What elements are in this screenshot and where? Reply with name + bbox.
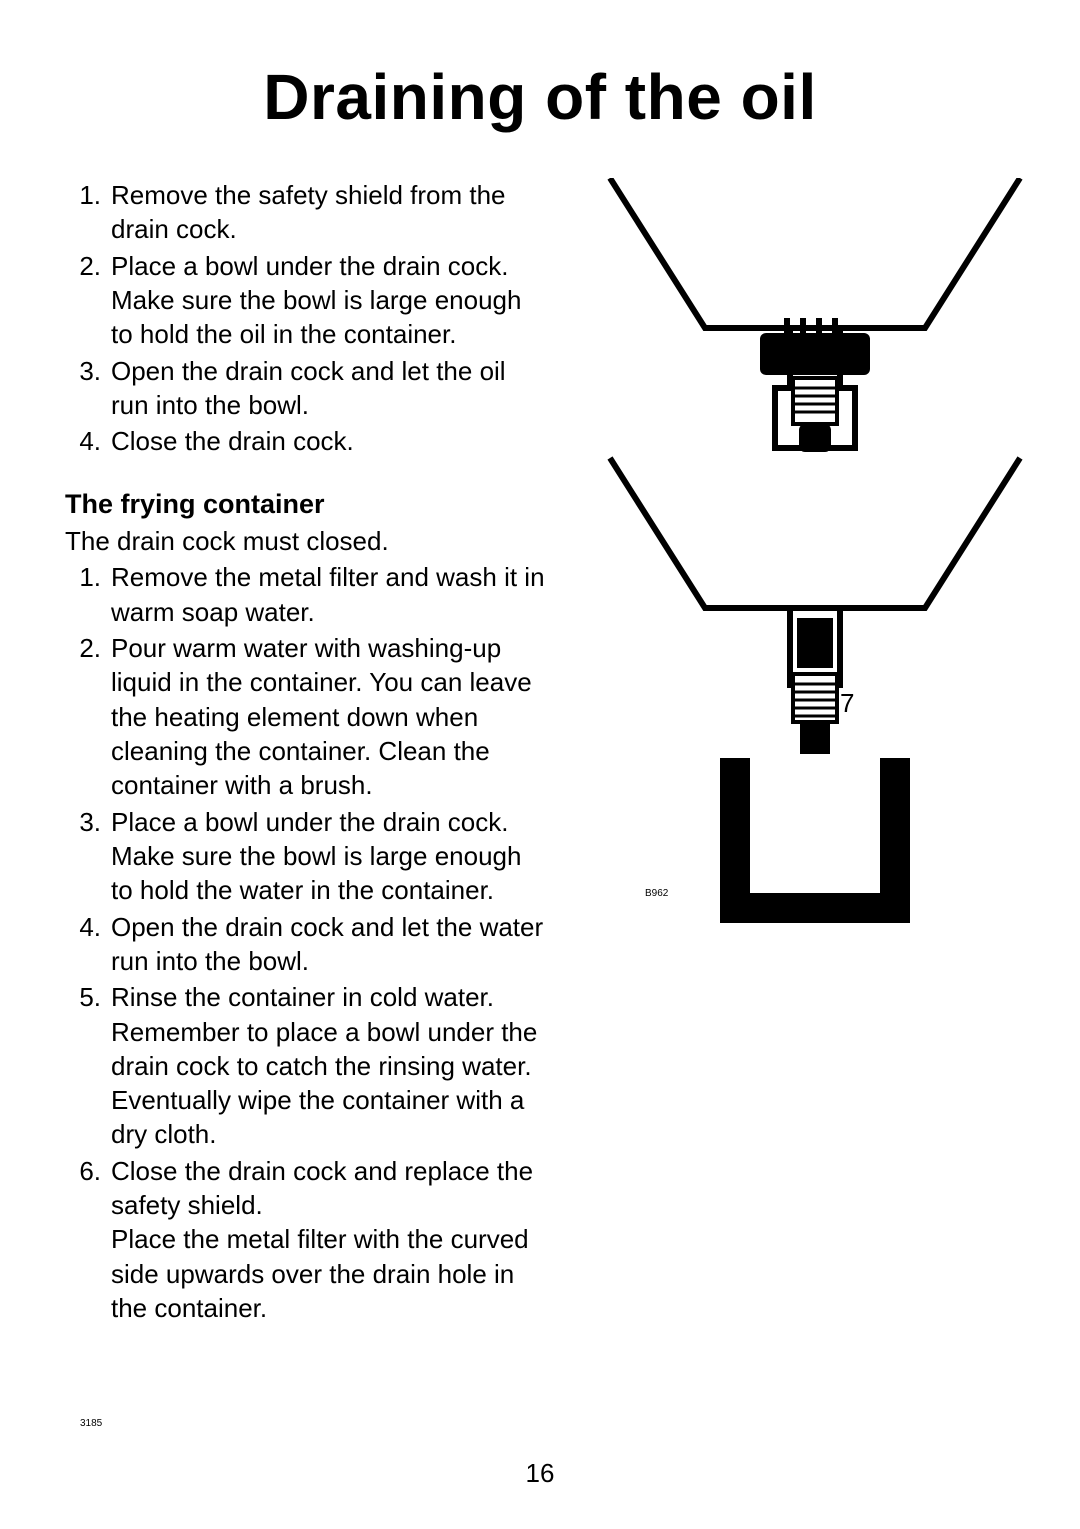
list-item: 1.Remove the safety shield from the drai… bbox=[65, 178, 545, 247]
list-text: Remove the safety shield from the drain … bbox=[111, 178, 545, 247]
list-item: 5.Rinse the container in cold water. Rem… bbox=[65, 980, 545, 1152]
list-item: 6.Close the drain cock and replace the s… bbox=[65, 1154, 545, 1326]
list-marker: 5. bbox=[65, 980, 111, 1152]
list-marker: 4. bbox=[65, 910, 111, 979]
list-marker: 6. bbox=[65, 1154, 111, 1326]
sub-steps-list: 1.Remove the metal filter and wash it in… bbox=[65, 560, 545, 1325]
fine-print-code: 3185 bbox=[80, 1418, 102, 1429]
drain-diagram bbox=[575, 178, 1045, 938]
list-item: 1.Remove the metal filter and wash it in… bbox=[65, 560, 545, 629]
page-number: 16 bbox=[0, 1458, 1080, 1489]
list-text: Close the drain cock. bbox=[111, 424, 545, 458]
list-marker: 4. bbox=[65, 424, 111, 458]
list-marker: 2. bbox=[65, 631, 111, 803]
list-item: 4.Close the drain cock. bbox=[65, 424, 545, 458]
list-text: Close the drain cock and replace the saf… bbox=[111, 1154, 545, 1326]
list-item: 4.Open the drain cock and let the water … bbox=[65, 910, 545, 979]
page-title: Draining of the oil bbox=[65, 60, 1015, 134]
figure-label-7: 7 bbox=[840, 688, 854, 719]
list-text: Pour warm water with washing-up liquid i… bbox=[111, 631, 545, 803]
figure-column: 7 B962 bbox=[575, 178, 1045, 1327]
list-text: Open the drain cock and let the water ru… bbox=[111, 910, 545, 979]
figure-code: B962 bbox=[645, 888, 668, 899]
list-marker: 3. bbox=[65, 354, 111, 423]
list-item: 2.Place a bowl under the drain cock. Mak… bbox=[65, 249, 545, 352]
list-marker: 1. bbox=[65, 178, 111, 247]
main-steps-list: 1.Remove the safety shield from the drai… bbox=[65, 178, 545, 459]
text-column: 1.Remove the safety shield from the drai… bbox=[65, 178, 545, 1327]
list-marker: 2. bbox=[65, 249, 111, 352]
content-columns: 1.Remove the safety shield from the drai… bbox=[65, 178, 1015, 1327]
list-text: Remove the metal filter and wash it in w… bbox=[111, 560, 545, 629]
list-text: Place a bowl under the drain cock. Make … bbox=[111, 249, 545, 352]
list-text: Place a bowl under the drain cock. Make … bbox=[111, 805, 545, 908]
subheading: The frying container bbox=[65, 487, 545, 523]
list-item: 2.Pour warm water with washing-up liquid… bbox=[65, 631, 545, 803]
list-item: 3.Place a bowl under the drain cock. Mak… bbox=[65, 805, 545, 908]
list-text: Open the drain cock and let the oil run … bbox=[111, 354, 545, 423]
list-text: Rinse the container in cold water. Remem… bbox=[111, 980, 545, 1152]
list-item: 3.Open the drain cock and let the oil ru… bbox=[65, 354, 545, 423]
sub-intro: The drain cock must closed. bbox=[65, 524, 545, 558]
list-marker: 3. bbox=[65, 805, 111, 908]
list-marker: 1. bbox=[65, 560, 111, 629]
